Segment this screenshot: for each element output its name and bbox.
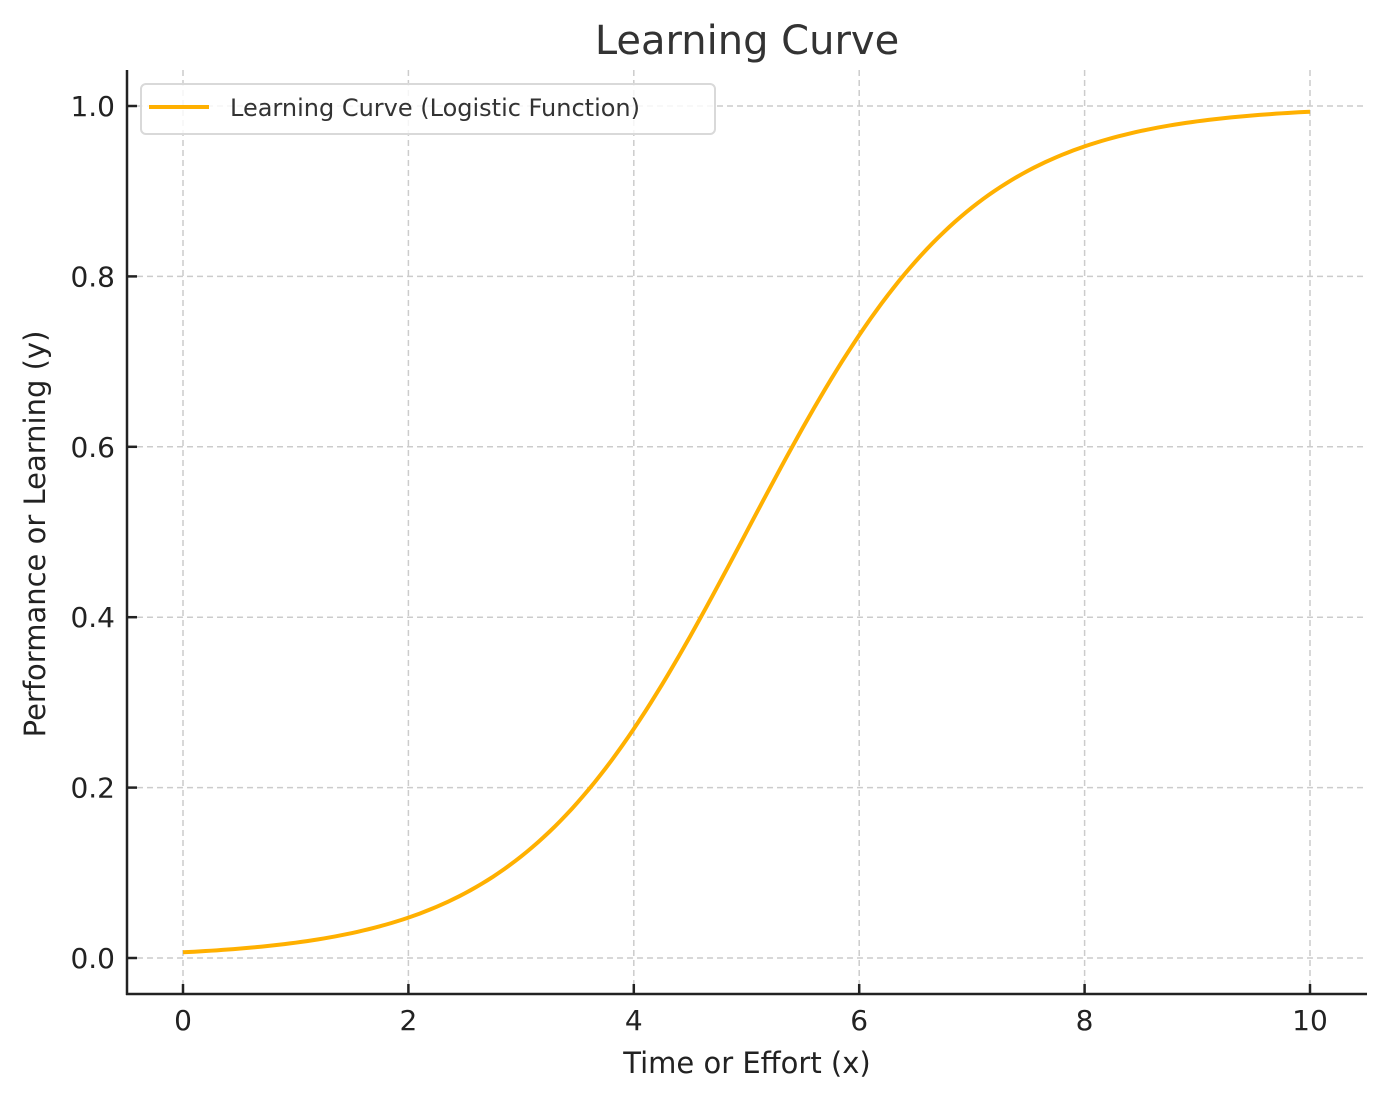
series-line (182, 109, 1311, 955)
legend-label: Learning Curve (Logistic Function) (230, 94, 640, 122)
x-tick-label: 4 (625, 1004, 643, 1037)
x-axis-ticks: 0 2 4 6 8 10 (174, 984, 1328, 1037)
x-tick-label: 0 (174, 1004, 192, 1037)
x-tick-label: 8 (1076, 1004, 1094, 1037)
y-axis-ticks: 0.0 0.2 0.4 0.6 0.8 1.0 (70, 90, 137, 975)
x-tick-label: 2 (399, 1004, 417, 1037)
y-tick-label: 0.6 (70, 431, 115, 464)
y-tick-label: 0.0 (70, 942, 115, 975)
x-tick-label: 6 (850, 1004, 868, 1037)
axes (125, 70, 1367, 996)
grid-lines (127, 70, 1367, 994)
y-tick-label: 0.4 (70, 601, 115, 634)
y-tick-label: 0.2 (70, 772, 115, 805)
x-tick-label: 10 (1292, 1004, 1328, 1037)
x-axis-label: Time or Effort (x) (622, 1046, 870, 1080)
legend-box (140, 83, 716, 135)
y-tick-label: 0.8 (70, 260, 115, 293)
y-axis-label: Performance or Learning (y) (18, 331, 52, 738)
legend: Learning Curve (Logistic Function) (140, 83, 716, 135)
chart-title: Learning Curve (595, 18, 899, 64)
y-tick-label: 1.0 (70, 90, 115, 123)
